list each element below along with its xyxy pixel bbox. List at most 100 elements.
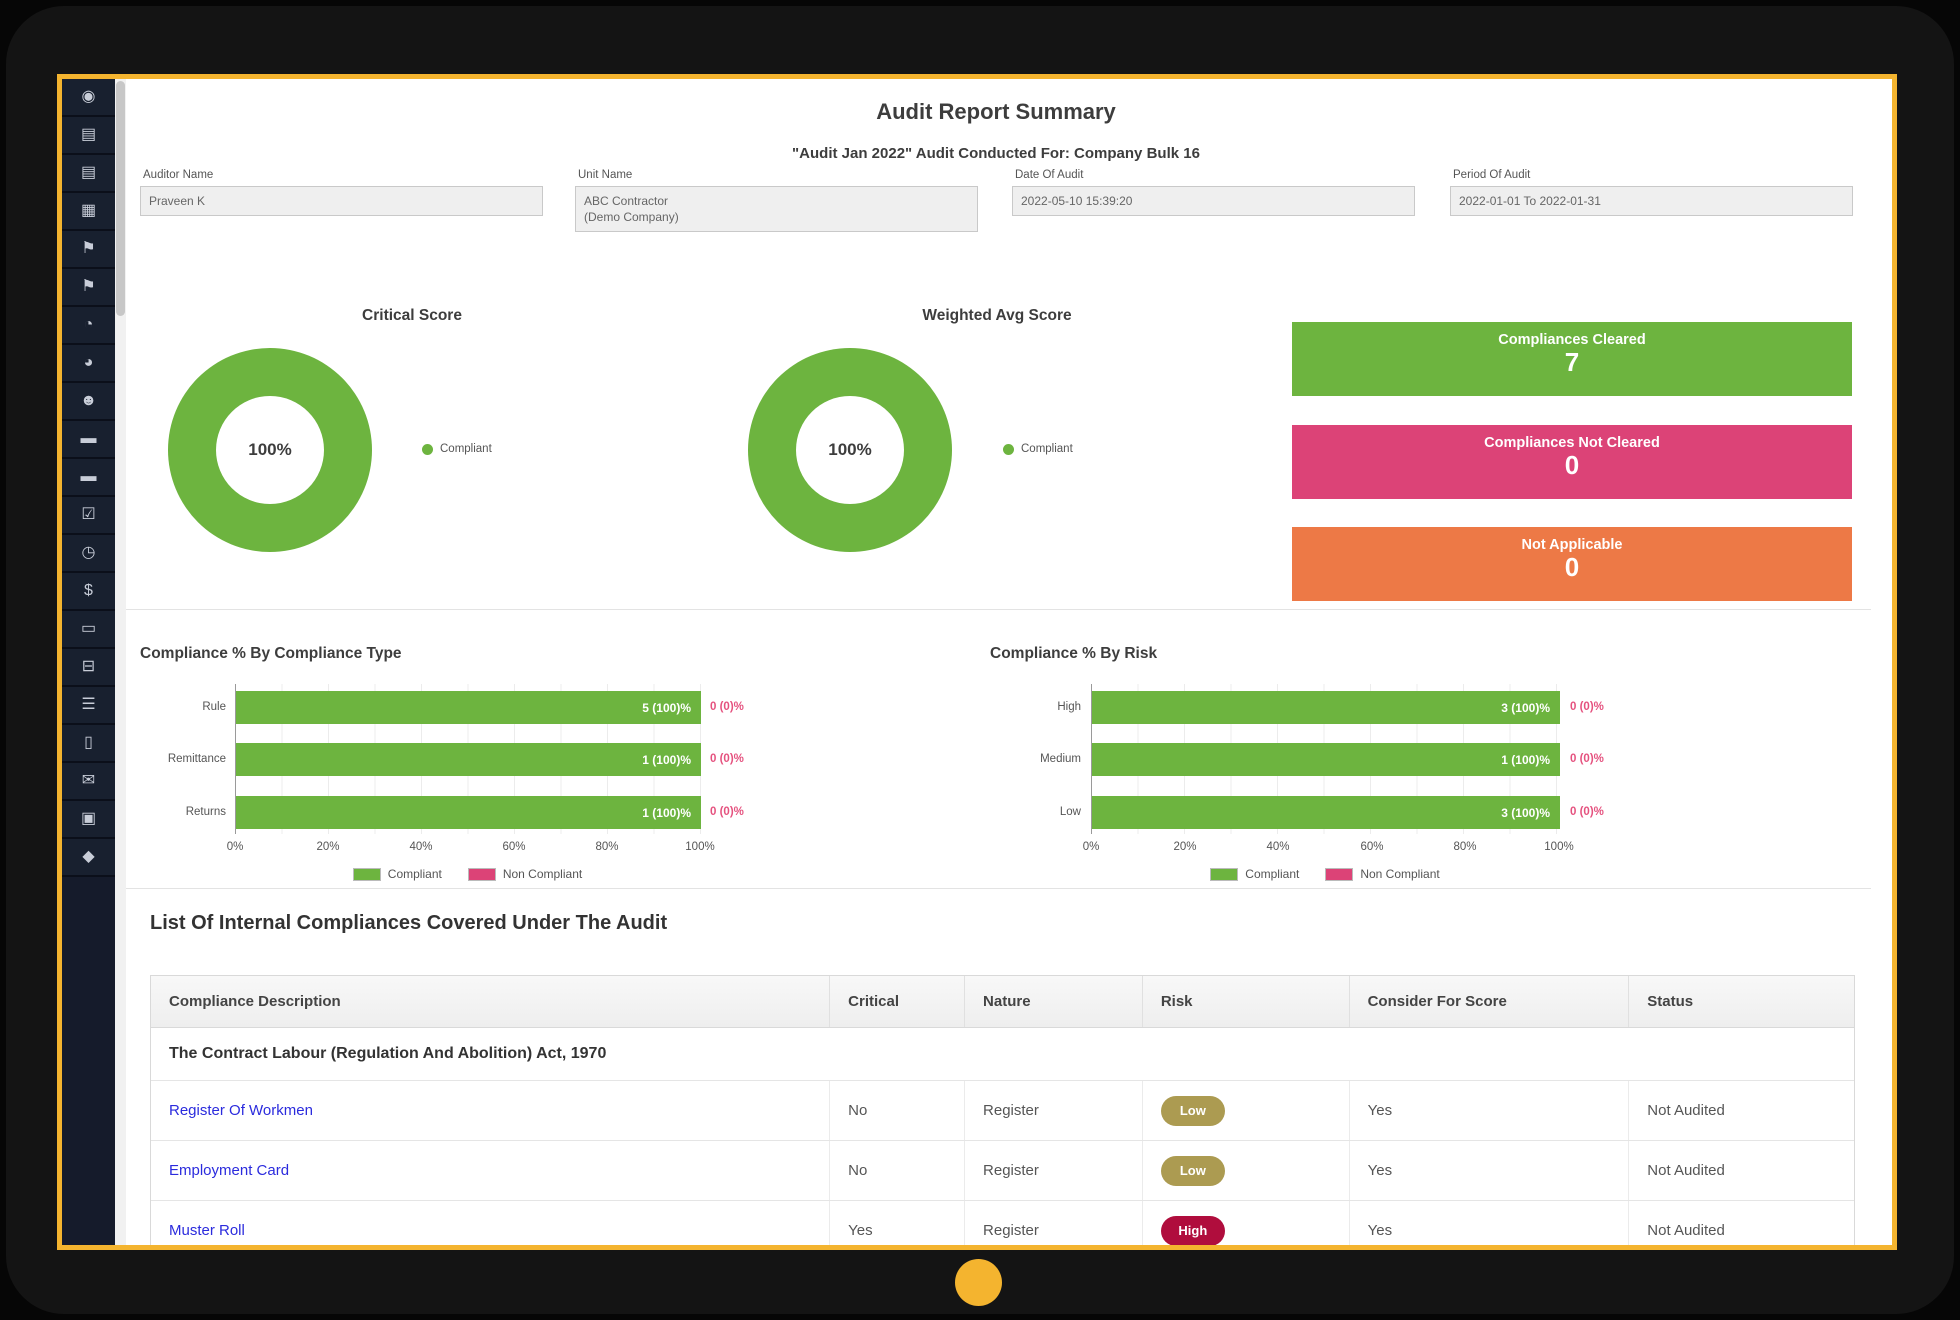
unit-name-label: Unit Name — [578, 169, 633, 181]
period-of-audit-field[interactable]: 2022-01-01 To 2022-01-31 — [1450, 186, 1853, 217]
panel-icon: ▭ — [80, 620, 97, 637]
x-tick: 0% — [226, 841, 244, 853]
bookmark-alt-icon: ⚑ — [81, 278, 96, 295]
bar-returns-compliant: 1 (100)% — [236, 796, 701, 829]
nature-cell: Register — [965, 1141, 1143, 1200]
act-group-header: The Contract Labour (Regulation And Abol… — [151, 1028, 1854, 1081]
sidebar-item-clock-check[interactable]: ◷ — [62, 535, 115, 573]
app-window: ◉ ▤ ▤ ▦ ⚑ ⚑ ◔ ◕ ☻ ▬ ▬ ☑ ◷ $ ▭ ⊟ ☰ ▯ ✉ ▣ … — [57, 74, 1897, 1250]
date-of-audit-field[interactable]: 2022-05-10 15:39:20 — [1012, 186, 1415, 217]
compliance-table: Compliance Description Critical Nature R… — [150, 975, 1855, 1245]
legend-compliant-label: Compliant — [387, 867, 442, 881]
x-tick: 60% — [502, 841, 526, 853]
compliance-risk-legend: Compliant Non Compliant — [1091, 867, 1559, 881]
payment-icon: $ — [84, 582, 93, 599]
risk-badge-high: High — [1160, 1215, 1225, 1245]
compliance-link-employment-card[interactable]: Employment Card — [169, 1162, 290, 1179]
x-tick: 20% — [1173, 841, 1197, 853]
bar-low-compliant: 3 (100)% — [1092, 796, 1560, 829]
compliance-link-register-of-workmen[interactable]: Register Of Workmen — [169, 1102, 313, 1119]
sidebar-item-card-alt[interactable]: ▬ — [62, 459, 115, 497]
sidebar-item-saved-report[interactable]: ▦ — [62, 193, 115, 231]
audit-report-alt-icon: ▤ — [80, 164, 97, 181]
compliance-risk-chart-title: Compliance % By Risk — [990, 645, 1158, 662]
sidebar-item-gauge-alt[interactable]: ◕ — [62, 345, 115, 383]
compliance-type-legend: Compliant Non Compliant — [235, 867, 700, 881]
table-header-row: Compliance Description Critical Nature R… — [151, 976, 1854, 1028]
sidebar-item-checklist[interactable]: ☑ — [62, 497, 115, 535]
bar-rule-compliant: 5 (100)% — [236, 691, 701, 724]
clock-check-icon: ◷ — [81, 544, 96, 561]
column-header-consider-for-score: Consider For Score — [1350, 976, 1630, 1027]
sidebar-item-notebook[interactable]: ▣ — [62, 801, 115, 839]
compliance-table-title: List Of Internal Compliances Covered Und… — [150, 912, 668, 934]
notebook-icon: ▣ — [80, 810, 97, 827]
sidebar-item-panel[interactable]: ▭ — [62, 611, 115, 649]
compliant-dot-icon — [422, 443, 433, 455]
column-header-status: Status — [1647, 993, 1694, 1010]
category-label-low: Low — [1059, 806, 1081, 818]
noncompliant-label-remittance: 0 (0)% — [710, 753, 744, 765]
weighted-avg-legend-label: Compliant — [1021, 443, 1073, 455]
critical-score-legend-label: Compliant — [440, 443, 492, 455]
sidebar-item-list[interactable]: ☰ — [62, 687, 115, 725]
sidebar-item-eye[interactable]: ◉ — [62, 79, 115, 117]
critical-cell: No — [830, 1081, 966, 1140]
tag-icon: ◆ — [82, 848, 95, 865]
eye-icon: ◉ — [81, 88, 96, 105]
compliances-not-cleared-value: 0 — [1564, 450, 1580, 480]
scrollbar-thumb[interactable] — [116, 81, 125, 316]
compliances-cleared-value: 7 — [1564, 347, 1580, 377]
document-icon: ▯ — [84, 734, 93, 751]
sidebar-item-audit-report-alt[interactable]: ▤ — [62, 155, 115, 193]
auditor-name-field[interactable]: Praveen K — [140, 186, 543, 217]
critical-score-value: 100% — [216, 396, 324, 504]
legend-non-compliant-label: Non Compliant — [502, 867, 583, 881]
weighted-avg-score-donut: 100% — [748, 348, 952, 552]
table-row: Employment Card No Register Low Yes Not … — [151, 1141, 1854, 1201]
sidebar: ◉ ▤ ▤ ▦ ⚑ ⚑ ◔ ◕ ☻ ▬ ▬ ☑ ◷ $ ▭ ⊟ ☰ ▯ ✉ ▣ … — [62, 79, 115, 1245]
column-header-risk: Risk — [1143, 976, 1350, 1027]
sidebar-item-gauge[interactable]: ◔ — [62, 307, 115, 345]
split-panel-icon: ⊟ — [81, 658, 96, 675]
sidebar-item-card[interactable]: ▬ — [62, 421, 115, 459]
risk-badge-low: Low — [1160, 1155, 1225, 1186]
noncompliant-label-high: 0 (0)% — [1570, 701, 1604, 713]
table-row: Register Of Workmen No Register Low Yes … — [151, 1081, 1854, 1141]
sidebar-item-payment[interactable]: $ — [62, 573, 115, 611]
sidebar-item-bookmark[interactable]: ⚑ — [62, 231, 115, 269]
unit-name-field[interactable]: ABC Contractor (Demo Company) — [575, 186, 978, 233]
checklist-icon: ☑ — [81, 506, 96, 523]
weighted-avg-score-title: Weighted Avg Score — [922, 307, 1072, 324]
critical-cell: Yes — [830, 1201, 966, 1245]
x-tick: 100% — [685, 841, 715, 853]
table-row: Muster Roll Yes Register High Yes Not Au… — [151, 1201, 1854, 1245]
status-cell: Not Audited — [1647, 1102, 1725, 1119]
sidebar-item-document[interactable]: ▯ — [62, 725, 115, 763]
critical-score-donut: 100% — [168, 348, 372, 552]
legend-compliant-label: Compliant — [1245, 867, 1300, 881]
column-header-nature: Nature — [965, 976, 1143, 1027]
compliance-type-chart-title: Compliance % By Compliance Type — [140, 645, 402, 662]
nature-cell: Register — [965, 1201, 1143, 1245]
not-applicable-label: Not Applicable — [1521, 537, 1623, 553]
category-label-rule: Rule — [202, 701, 226, 713]
sidebar-item-team[interactable]: ☻ — [62, 383, 115, 421]
critical-cell: No — [830, 1141, 966, 1200]
section-divider — [126, 609, 1871, 610]
sidebar-item-chat[interactable]: ✉ — [62, 763, 115, 801]
sidebar-item-tag[interactable]: ◆ — [62, 839, 115, 877]
scrollbar — [115, 79, 126, 1245]
compliance-link-muster-roll[interactable]: Muster Roll — [169, 1222, 245, 1239]
card-icon: ▬ — [80, 430, 97, 447]
sidebar-item-bookmark-alt[interactable]: ⚑ — [62, 269, 115, 307]
auditor-name-label: Auditor Name — [143, 169, 214, 181]
sidebar-item-audit-report[interactable]: ▤ — [62, 117, 115, 155]
consider-for-score-cell: Yes — [1350, 1201, 1630, 1245]
card-alt-icon: ▬ — [80, 468, 97, 485]
sidebar-item-split-panel[interactable]: ⊟ — [62, 649, 115, 687]
x-tick: 80% — [595, 841, 619, 853]
home-button[interactable] — [955, 1259, 1002, 1306]
non-compliant-swatch-icon — [467, 867, 496, 881]
column-header-critical: Critical — [830, 976, 966, 1027]
